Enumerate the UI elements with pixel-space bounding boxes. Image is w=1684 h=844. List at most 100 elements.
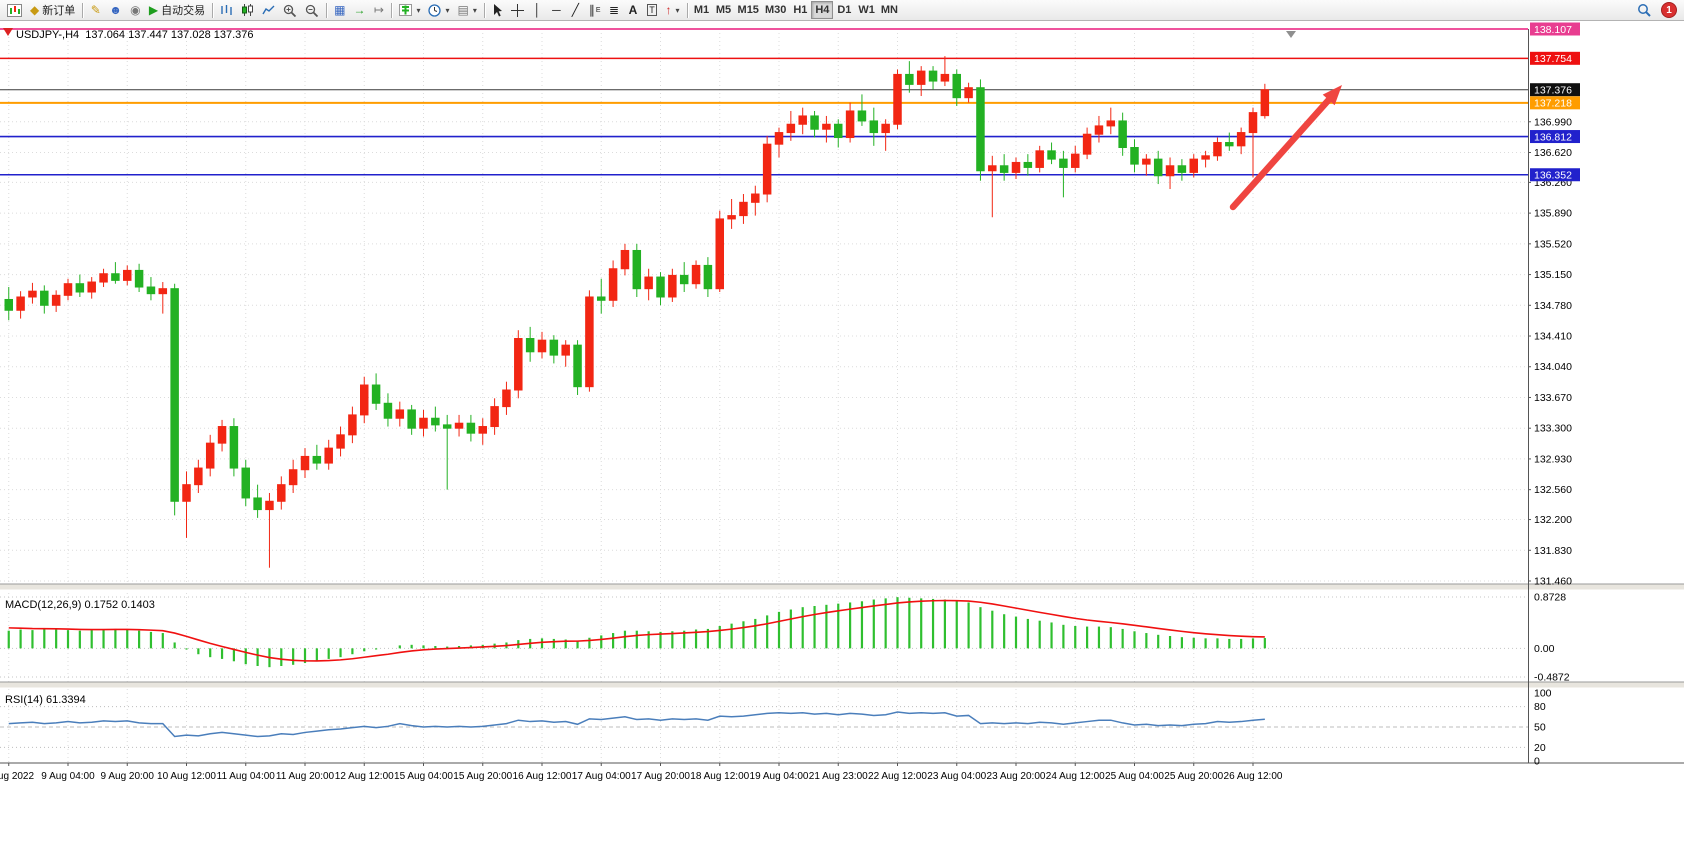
svg-text:133.300: 133.300 (1534, 423, 1572, 435)
market-watch-icon: ◉ (130, 3, 141, 17)
vertical-line-icon: │ (533, 3, 542, 17)
new-chart-icon (7, 3, 22, 17)
macd-signal-line (8, 599, 1265, 662)
svg-text:24 Aug 12:00: 24 Aug 12:00 (1046, 771, 1105, 782)
fibonacci-icon: ≣ (608, 3, 620, 17)
timeframe-button-m30[interactable]: M30 (762, 1, 789, 19)
svg-text:22 Aug 12:00: 22 Aug 12:00 (868, 771, 927, 782)
chart-shift-button[interactable]: ↦ (369, 1, 388, 19)
symbol-marker-icon (3, 28, 13, 36)
search-button[interactable] (1633, 1, 1655, 19)
candlestick-chart-button[interactable] (237, 1, 258, 19)
auto-scroll-button[interactable]: → (349, 1, 369, 19)
trend-arrow-annotation[interactable] (1229, 85, 1342, 211)
chart-area: 136.990 136.620 136.260 135.890 135.520 135.1… (0, 21, 1684, 844)
svg-text:-0.4872: -0.4872 (1534, 672, 1570, 684)
line-chart-icon (262, 5, 275, 15)
svg-text:26 Aug 12:00: 26 Aug 12:00 (1224, 771, 1283, 782)
indicators-icon (399, 4, 413, 16)
zoom-out-icon (305, 4, 319, 17)
chart-canvas[interactable]: 136.990136.620136.260135.890135.520135.1… (0, 21, 1684, 844)
zoom-out-button[interactable] (301, 1, 323, 19)
text-tool-button[interactable]: A (624, 1, 643, 19)
new-order-button[interactable]: ◆ 新订单 (26, 1, 79, 19)
svg-text:135.890: 135.890 (1534, 208, 1572, 220)
periods-dropdown-caret: ▾ (445, 5, 450, 15)
crosshair-button[interactable] (507, 1, 528, 19)
timeframe-button-w1[interactable]: W1 (855, 1, 878, 19)
rsi-line (8, 711, 1265, 738)
autotrading-play-icon: ▶ (148, 3, 159, 17)
timeframe-button-h1[interactable]: H1 (789, 1, 811, 19)
candles-layer (4, 56, 1270, 568)
horizontal-lines-layer[interactable] (0, 28, 1528, 176)
cursor-button[interactable] (488, 1, 507, 19)
notification-badge[interactable]: 1 (1661, 2, 1677, 18)
timeframe-button-m5[interactable]: M5 (713, 1, 735, 19)
zoom-in-button[interactable] (279, 1, 301, 19)
search-icon (1638, 4, 1651, 17)
toolbar-separator (686, 2, 688, 18)
metaeditor-button[interactable]: ✎ (86, 1, 105, 19)
svg-text:132.560: 132.560 (1534, 484, 1572, 496)
auto-scroll-icon: → (353, 3, 366, 17)
indicators-button[interactable]: ▾ (395, 1, 424, 19)
svg-text:100: 100 (1534, 688, 1552, 700)
svg-text:15 Aug 04:00: 15 Aug 04:00 (394, 771, 453, 782)
chart-shift-icon: ↦ (373, 3, 384, 17)
arrows-dropdown-caret: ▾ (675, 5, 680, 15)
toolbar: ◆ 新订单 ✎ ☻ ◉ ▶ 自动交易 ▦ → ↦ ▾ ▾ ▤ ▾ (0, 0, 1684, 21)
arrows-button[interactable]: ↑ ▾ (662, 1, 684, 19)
svg-text:19 Aug 04:00: 19 Aug 04:00 (750, 771, 809, 782)
timeframe-group: M1 M5 M15 M30 H1 H4 D1 W1 MN (691, 1, 901, 19)
timeframe-button-m15[interactable]: M15 (735, 1, 762, 19)
market-watch-button[interactable]: ◉ (126, 1, 145, 19)
templates-button[interactable]: ▤ ▾ (453, 1, 480, 19)
bar-chart-button[interactable] (216, 1, 237, 19)
new-order-label: 新订单 (42, 5, 76, 17)
horizontal-line-icon: ─ (552, 3, 561, 17)
timeframe-button-d1[interactable]: D1 (833, 1, 855, 19)
svg-text:135.150: 135.150 (1534, 269, 1572, 281)
text-label-button[interactable]: T (643, 1, 662, 19)
svg-text:0.8728: 0.8728 (1534, 592, 1566, 604)
svg-text:15 Aug 20:00: 15 Aug 20:00 (453, 771, 512, 782)
svg-text:20: 20 (1534, 742, 1546, 754)
timeframe-button-mn[interactable]: MN (878, 1, 901, 19)
accounts-button[interactable]: ☻ (105, 1, 126, 19)
svg-text:8 Aug 2022: 8 Aug 2022 (0, 771, 34, 782)
equidistant-channel-button[interactable]: ∥ E (585, 1, 605, 19)
autotrading-label: 自动交易 (161, 5, 206, 17)
bar-chart-icon (221, 5, 232, 15)
toolbar-separator (212, 2, 214, 18)
new-chart-button[interactable] (3, 1, 26, 19)
fibonacci-button[interactable]: ≣ (605, 1, 624, 19)
horizontal-line-button[interactable]: ─ (547, 1, 566, 19)
autotrading-button[interactable]: ▶ 自动交易 (145, 1, 209, 19)
svg-text:0: 0 (1534, 756, 1540, 768)
svg-text:138.107: 138.107 (1534, 24, 1572, 36)
trendline-icon: ╱ (571, 3, 579, 17)
tile-windows-button[interactable]: ▦ (330, 1, 349, 19)
chart-shift-marker-icon[interactable] (1286, 31, 1296, 38)
line-chart-button[interactable] (258, 1, 279, 19)
text-label-icon: T (647, 4, 657, 16)
arrows-icon: ↑ (665, 3, 672, 17)
grid-layer (0, 29, 1528, 763)
periods-button[interactable]: ▾ (424, 1, 453, 19)
timeframe-button-m1[interactable]: M1 (691, 1, 713, 19)
svg-text:25 Aug 20:00: 25 Aug 20:00 (1164, 771, 1223, 782)
svg-text:137.376: 137.376 (1534, 85, 1572, 97)
svg-text:16 Aug 12:00: 16 Aug 12:00 (513, 771, 572, 782)
text-tool-icon: A (628, 3, 638, 17)
svg-text:21 Aug 23:00: 21 Aug 23:00 (809, 771, 868, 782)
rsi-pane (8, 711, 1265, 738)
vertical-line-button[interactable]: │ (528, 1, 547, 19)
svg-text:131.460: 131.460 (1534, 576, 1572, 588)
svg-text:12 Aug 12:00: 12 Aug 12:00 (335, 771, 394, 782)
trendline-button[interactable]: ╱ (566, 1, 585, 19)
timeframe-button-h4[interactable]: H4 (811, 1, 834, 19)
svg-text:131.830: 131.830 (1534, 545, 1572, 557)
channel-icon: ∥ (588, 3, 595, 17)
accounts-icon: ☻ (109, 3, 122, 17)
